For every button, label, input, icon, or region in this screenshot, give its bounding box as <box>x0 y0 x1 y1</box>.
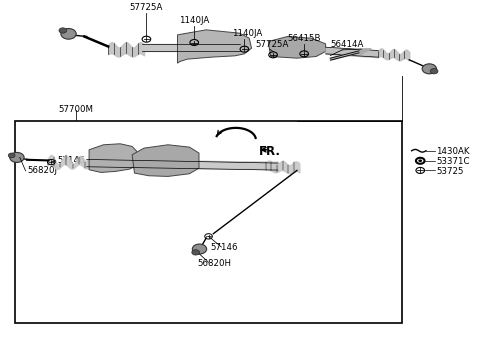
Circle shape <box>418 159 422 162</box>
Text: 57700M: 57700M <box>59 104 94 114</box>
Circle shape <box>422 64 436 74</box>
Text: FR.: FR. <box>259 145 281 158</box>
Text: 56414A: 56414A <box>330 40 364 49</box>
Circle shape <box>59 28 67 33</box>
Text: 1430AK: 1430AK <box>436 147 470 156</box>
Circle shape <box>192 244 207 254</box>
Polygon shape <box>178 30 252 63</box>
Text: 1140JA: 1140JA <box>179 16 209 25</box>
Text: 56415B: 56415B <box>288 34 321 43</box>
Text: 57725A: 57725A <box>255 40 288 49</box>
FancyArrow shape <box>330 49 371 60</box>
Polygon shape <box>89 144 137 173</box>
Circle shape <box>61 29 76 39</box>
Text: 53725: 53725 <box>436 166 464 176</box>
Polygon shape <box>268 36 325 58</box>
Text: 57725A: 57725A <box>130 3 163 11</box>
Circle shape <box>8 153 15 158</box>
Circle shape <box>192 250 200 255</box>
Bar <box>15 121 402 323</box>
Text: 57146: 57146 <box>57 156 84 165</box>
Text: 1140JA: 1140JA <box>232 29 262 38</box>
Text: 57146: 57146 <box>211 243 238 251</box>
Text: 56820H: 56820H <box>198 258 232 268</box>
Circle shape <box>430 68 438 74</box>
Text: 53371C: 53371C <box>436 157 470 166</box>
Polygon shape <box>132 145 199 176</box>
Text: 56820J: 56820J <box>27 166 57 175</box>
Circle shape <box>10 152 24 162</box>
